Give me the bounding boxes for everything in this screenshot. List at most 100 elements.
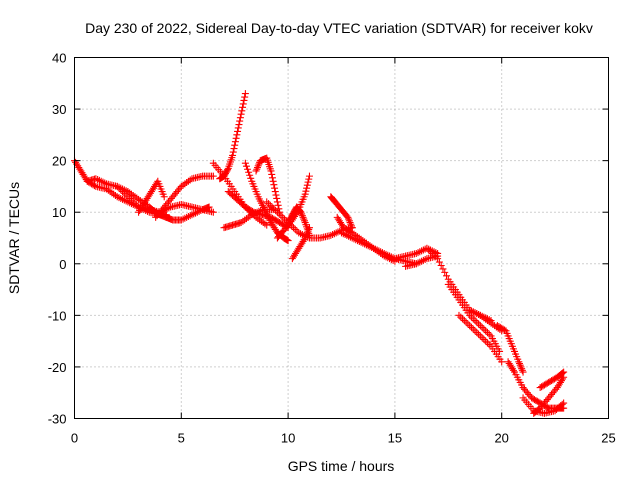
data-point (255, 160, 263, 168)
data-point (94, 176, 102, 184)
data-point (236, 114, 244, 122)
data-point (344, 213, 352, 221)
data-point (336, 227, 344, 235)
data-point (298, 210, 306, 218)
x-tick-label: 5 (178, 431, 185, 446)
data-point (133, 201, 141, 209)
data-point (480, 335, 488, 343)
data-point (559, 369, 567, 377)
y-tick-label: 0 (59, 257, 66, 272)
data-point (350, 235, 358, 243)
series-arc8 (162, 203, 213, 224)
data-point (428, 249, 436, 257)
data-point (464, 320, 472, 328)
data-point (418, 247, 426, 255)
data-point (183, 213, 191, 221)
data-point (234, 127, 242, 135)
data-point (256, 216, 264, 224)
data-point (475, 330, 483, 338)
series-arc32 (536, 368, 568, 392)
data-point (435, 258, 443, 266)
data-point (480, 325, 488, 333)
data-point (268, 203, 276, 211)
y-tick-label: 10 (52, 205, 66, 220)
data-point (108, 189, 116, 197)
data-point (471, 309, 479, 317)
data-point (339, 230, 347, 238)
data-point (284, 237, 292, 245)
data-point (348, 234, 356, 242)
data-point (99, 178, 107, 186)
data-point (246, 171, 254, 179)
data-point (471, 327, 479, 335)
data-point (274, 201, 282, 209)
data-point (482, 315, 490, 323)
data-point (355, 237, 363, 245)
data-point (489, 320, 497, 328)
data-point (299, 213, 307, 221)
data-point (186, 176, 194, 184)
data-point (485, 330, 493, 338)
data-point (498, 358, 506, 366)
data-point (241, 216, 249, 224)
data-point (414, 249, 422, 257)
data-point (95, 176, 103, 184)
data-point (366, 243, 374, 251)
data-point (177, 182, 185, 190)
data-point (368, 243, 376, 251)
series-arc26 (444, 280, 504, 355)
data-point (209, 172, 217, 180)
data-point (485, 318, 493, 326)
data-point (387, 253, 395, 261)
data-point (179, 181, 187, 189)
series-arc18 (288, 224, 313, 263)
data-point (232, 134, 240, 142)
data-point (161, 206, 169, 214)
data-point (244, 213, 252, 221)
data-point (275, 210, 283, 218)
data-point (302, 232, 310, 240)
data-point (237, 219, 245, 227)
data-point (238, 107, 246, 115)
data-point (329, 231, 337, 239)
y-tick-label: -30 (48, 412, 67, 427)
data-point (291, 225, 299, 233)
x-tick-label: 25 (601, 431, 615, 446)
data-point (183, 179, 191, 187)
data-point (305, 172, 313, 180)
data-point (244, 165, 252, 173)
data-point (239, 100, 247, 108)
data-point (110, 190, 118, 198)
series-arc33 (519, 394, 568, 417)
plot-frame (74, 57, 609, 419)
data-point (229, 151, 237, 159)
data-point (303, 229, 311, 237)
data-point (304, 227, 312, 235)
data-point (300, 217, 308, 225)
data-point (364, 242, 372, 250)
data-point (273, 198, 281, 206)
y-tick-label: -10 (48, 308, 67, 323)
data-point (518, 365, 526, 373)
data-point (338, 229, 345, 237)
data-point (473, 318, 481, 326)
data-point (384, 251, 392, 259)
data-point (303, 181, 311, 189)
data-point (434, 255, 442, 263)
data-point (177, 216, 185, 224)
data-point (459, 315, 467, 323)
data-point (272, 191, 280, 199)
data-point (272, 206, 280, 214)
data-point (253, 164, 261, 172)
data-point (509, 366, 517, 374)
data-point (269, 177, 277, 185)
y-tick-label: 20 (52, 154, 66, 169)
data-point (300, 236, 308, 244)
data-point (467, 323, 475, 331)
data-point (341, 231, 349, 239)
data-point (240, 96, 248, 104)
data-point (345, 232, 353, 240)
data-point (101, 179, 109, 187)
data-point (345, 217, 353, 225)
